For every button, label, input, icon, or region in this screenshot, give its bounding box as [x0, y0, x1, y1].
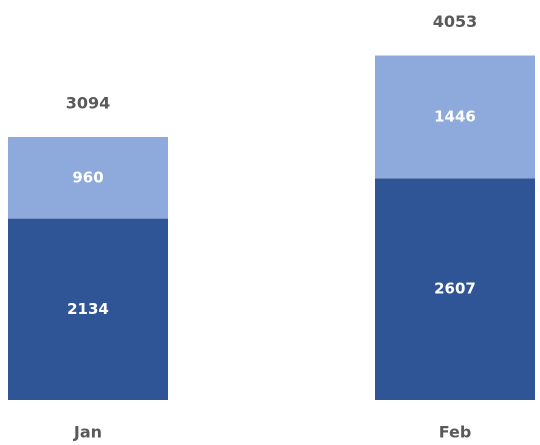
x-tick-label: Jan — [73, 423, 102, 442]
bar-segment — [8, 218, 168, 400]
segment-label: 1446 — [434, 107, 476, 125]
total-label: 3094 — [66, 94, 111, 113]
total-label: 4053 — [433, 12, 478, 31]
segment-label: 2607 — [434, 280, 476, 298]
bar-segment — [375, 55, 535, 179]
bar-segment — [8, 137, 168, 219]
x-tick-label: Feb — [439, 423, 472, 442]
segment-label: 2134 — [67, 300, 109, 318]
bar-segment — [375, 178, 535, 400]
segment-label: 960 — [72, 168, 103, 186]
